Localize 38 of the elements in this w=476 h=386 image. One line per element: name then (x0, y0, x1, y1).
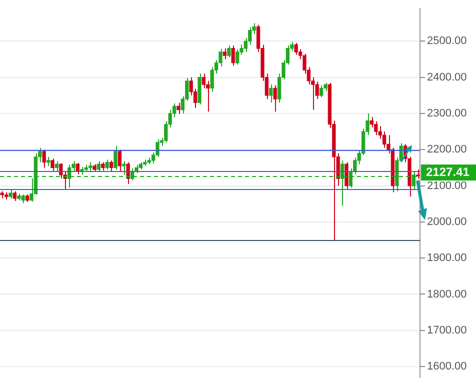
y-tick-label: 2200.00 (427, 144, 467, 156)
candlestick (222, 48, 227, 60)
candlestick (109, 160, 114, 172)
candlestick (344, 162, 348, 190)
candlestick (54, 160, 59, 172)
candlestick (118, 149, 122, 172)
candlestick (231, 44, 235, 66)
candlestick (46, 156, 50, 166)
y-tick-label: 2000.00 (427, 216, 467, 228)
candlestick (176, 102, 180, 115)
candlestick (122, 160, 126, 176)
y-tick-label: 2100.00 (427, 180, 467, 192)
candlestick (374, 120, 378, 136)
y-tick-label: 2300.00 (427, 107, 467, 120)
candlestick (88, 162, 92, 172)
y-tick-label: 1900.00 (427, 252, 467, 264)
candlestick (105, 159, 109, 170)
y-tick-label: 1600.00 (427, 360, 467, 373)
candlestick (227, 44, 231, 58)
candlestick (76, 162, 80, 175)
y-tick-label: 2500.00 (427, 35, 467, 48)
candlestick (269, 84, 273, 104)
candlestick (12, 190, 17, 202)
candlestick (42, 149, 46, 168)
candlestick (273, 84, 277, 112)
candlestick (319, 84, 324, 98)
candlestick (50, 158, 54, 172)
y-tick-label: 1700.00 (427, 324, 467, 336)
candlestick (235, 48, 240, 66)
y-tick-label: 1800.00 (427, 288, 467, 300)
candlestick (210, 66, 214, 92)
ref-line-label: 2127.41 (426, 164, 470, 179)
candlestick (96, 160, 101, 172)
candlestick (294, 42, 298, 56)
y-tick-label: 2400.00 (427, 71, 467, 84)
candlestick (114, 145, 118, 170)
candlestick (202, 73, 206, 89)
candlestick (8, 188, 12, 199)
